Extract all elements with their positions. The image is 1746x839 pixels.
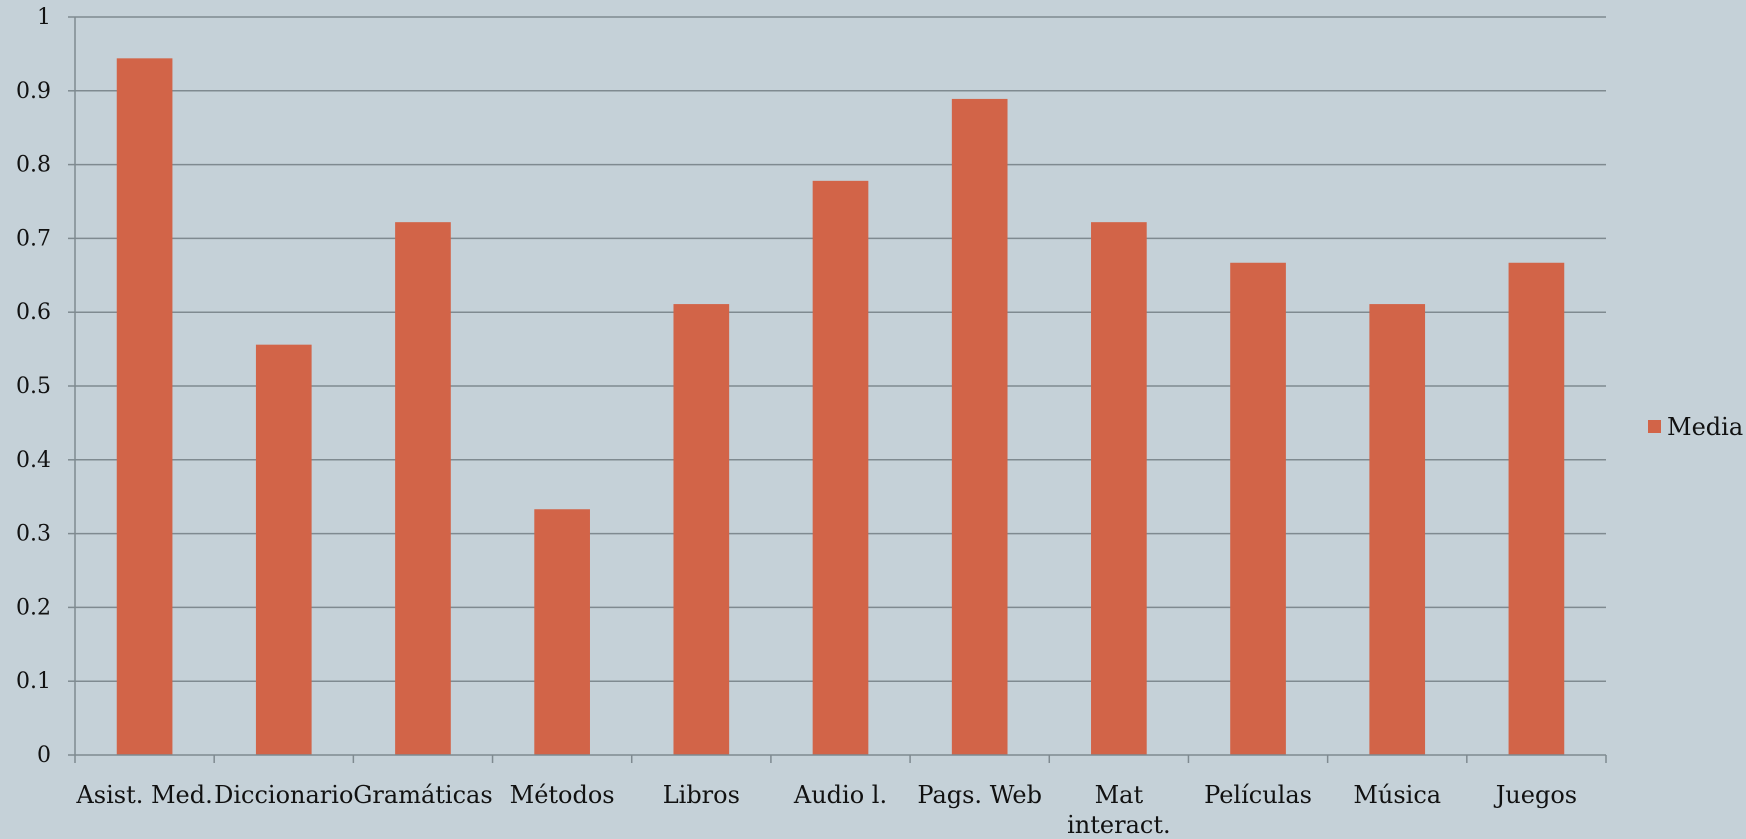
y-tick-label: 0.5 bbox=[16, 374, 51, 399]
y-tick-label: 0.9 bbox=[16, 79, 51, 104]
legend-label-media: Media bbox=[1667, 413, 1743, 441]
x-category-label-line: Audio l. bbox=[793, 781, 887, 809]
x-category-label-line: Música bbox=[1353, 781, 1441, 809]
bar-música bbox=[1369, 304, 1426, 755]
y-tick-label: 0.4 bbox=[16, 448, 51, 473]
x-category-label-line: Juegos bbox=[1493, 781, 1577, 809]
y-tick-label: 0.2 bbox=[16, 595, 51, 620]
legend: Media bbox=[1648, 413, 1743, 441]
x-category-label-line: Métodos bbox=[510, 781, 615, 809]
y-tick-label: 0.3 bbox=[16, 522, 51, 547]
y-tick-label: 0.7 bbox=[16, 226, 51, 251]
axes bbox=[68, 16, 1607, 763]
y-tick-label: 0 bbox=[37, 743, 51, 768]
bar-asist-med bbox=[116, 58, 173, 755]
x-category-label: Pags. Web bbox=[917, 781, 1042, 809]
x-category-label-line: Películas bbox=[1204, 781, 1312, 809]
x-category-label: Películas bbox=[1204, 781, 1312, 809]
x-category-label: Mat interact. bbox=[1067, 781, 1170, 839]
bar-métodos bbox=[534, 509, 590, 755]
bar-películas bbox=[1230, 262, 1286, 755]
x-category-label-line: Libros bbox=[663, 781, 740, 809]
x-category-label-line: Gramáticas bbox=[353, 781, 492, 809]
x-category-label-line: Pags. Web bbox=[917, 781, 1042, 809]
x-category-label: Juegos bbox=[1493, 781, 1577, 809]
labels: 0 0.1 0.2 0.3 0.4 0.5 0.6 0.7 0.8 0.9 1 Asist. Med.… bbox=[16, 5, 1577, 839]
x-category-label-line: interact. bbox=[1067, 811, 1170, 839]
bars bbox=[116, 58, 1565, 756]
x-category-label: Música bbox=[1353, 781, 1441, 809]
legend-swatch-media bbox=[1648, 420, 1661, 433]
x-category-label-line: Mat bbox=[1095, 781, 1144, 809]
bar-pags-web bbox=[951, 98, 1008, 756]
x-category-label: Audio l. bbox=[793, 781, 887, 809]
bar-diccionario bbox=[255, 344, 312, 755]
x-category-label-line: Diccionario bbox=[214, 781, 353, 809]
x-category-label: Libros bbox=[663, 781, 740, 809]
bar-libros bbox=[673, 304, 730, 755]
x-category-label-line: Asist. Med. bbox=[75, 781, 212, 809]
y-tick-label: 1 bbox=[37, 5, 51, 30]
bar-juegos bbox=[1508, 262, 1565, 755]
y-tick-label: 0.8 bbox=[16, 153, 51, 178]
bar-mat-interact bbox=[1091, 222, 1147, 755]
bar-audio-l bbox=[812, 180, 869, 755]
y-tick-label: 0.1 bbox=[16, 669, 51, 694]
x-category-label: Diccionario bbox=[214, 781, 353, 809]
x-category-label: Gramáticas bbox=[353, 781, 492, 809]
x-category-label: Métodos bbox=[510, 781, 615, 809]
y-tick-label: 0.6 bbox=[16, 300, 51, 325]
bar-gramáticas bbox=[395, 222, 451, 755]
x-category-label: Asist. Med. bbox=[75, 781, 212, 809]
